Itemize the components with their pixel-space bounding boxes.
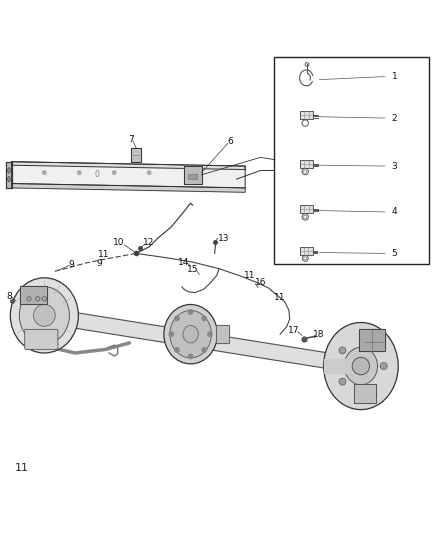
Polygon shape [216, 326, 229, 343]
Bar [274, 57, 428, 264]
Polygon shape [324, 359, 357, 373]
Polygon shape [44, 308, 361, 374]
Text: 15: 15 [187, 265, 198, 274]
Text: 11: 11 [274, 293, 286, 302]
Text: 6: 6 [227, 136, 233, 146]
Circle shape [148, 171, 151, 174]
Ellipse shape [8, 176, 11, 182]
Text: 14: 14 [178, 257, 190, 266]
Ellipse shape [8, 168, 11, 173]
Text: 17: 17 [288, 326, 300, 335]
Polygon shape [12, 161, 245, 169]
Ellipse shape [324, 322, 398, 409]
Text: 12: 12 [143, 238, 154, 247]
FancyBboxPatch shape [25, 329, 58, 350]
Polygon shape [12, 161, 245, 188]
Bar [300, 111, 313, 119]
Ellipse shape [11, 278, 78, 353]
Circle shape [188, 310, 193, 314]
Circle shape [202, 316, 206, 321]
Text: 3: 3 [392, 161, 397, 171]
Text: 1: 1 [392, 72, 397, 81]
Text: 10: 10 [113, 238, 124, 247]
Circle shape [339, 347, 346, 354]
Circle shape [191, 171, 194, 174]
Circle shape [33, 304, 55, 326]
Circle shape [78, 171, 81, 174]
Circle shape [339, 378, 346, 385]
Polygon shape [184, 166, 201, 183]
Text: 18: 18 [313, 330, 324, 338]
Ellipse shape [164, 304, 217, 364]
Text: 7: 7 [128, 134, 134, 143]
Text: 13: 13 [218, 233, 229, 243]
Ellipse shape [19, 287, 69, 344]
Text: 4: 4 [392, 207, 397, 216]
Circle shape [113, 171, 116, 174]
Polygon shape [12, 183, 245, 192]
Polygon shape [359, 329, 385, 351]
Polygon shape [7, 161, 12, 188]
Circle shape [364, 388, 371, 395]
Circle shape [42, 297, 46, 301]
Bar [300, 205, 313, 213]
Ellipse shape [170, 310, 212, 358]
Text: 9: 9 [69, 260, 74, 269]
Ellipse shape [183, 326, 198, 343]
Text: 9: 9 [96, 259, 102, 268]
Circle shape [208, 332, 212, 336]
Bar [300, 160, 313, 167]
Circle shape [175, 316, 179, 321]
Polygon shape [131, 148, 141, 161]
Ellipse shape [344, 348, 378, 385]
Circle shape [169, 332, 173, 336]
Polygon shape [20, 286, 46, 304]
Bar [300, 247, 313, 255]
Text: 11: 11 [98, 250, 109, 259]
Text: 11: 11 [244, 271, 255, 280]
Circle shape [27, 297, 31, 301]
Text: 5: 5 [392, 249, 397, 258]
Circle shape [202, 348, 206, 352]
Text: 0: 0 [94, 171, 99, 179]
Text: 16: 16 [255, 278, 266, 287]
Circle shape [352, 357, 370, 375]
Text: 11: 11 [14, 463, 28, 473]
Text: 8: 8 [7, 292, 12, 301]
Text: 2: 2 [392, 114, 397, 123]
Circle shape [175, 348, 179, 352]
Circle shape [188, 354, 193, 359]
Circle shape [42, 171, 46, 174]
Circle shape [380, 362, 387, 369]
Polygon shape [354, 384, 376, 403]
Circle shape [35, 297, 40, 301]
Circle shape [364, 337, 371, 344]
Bar [188, 174, 197, 179]
